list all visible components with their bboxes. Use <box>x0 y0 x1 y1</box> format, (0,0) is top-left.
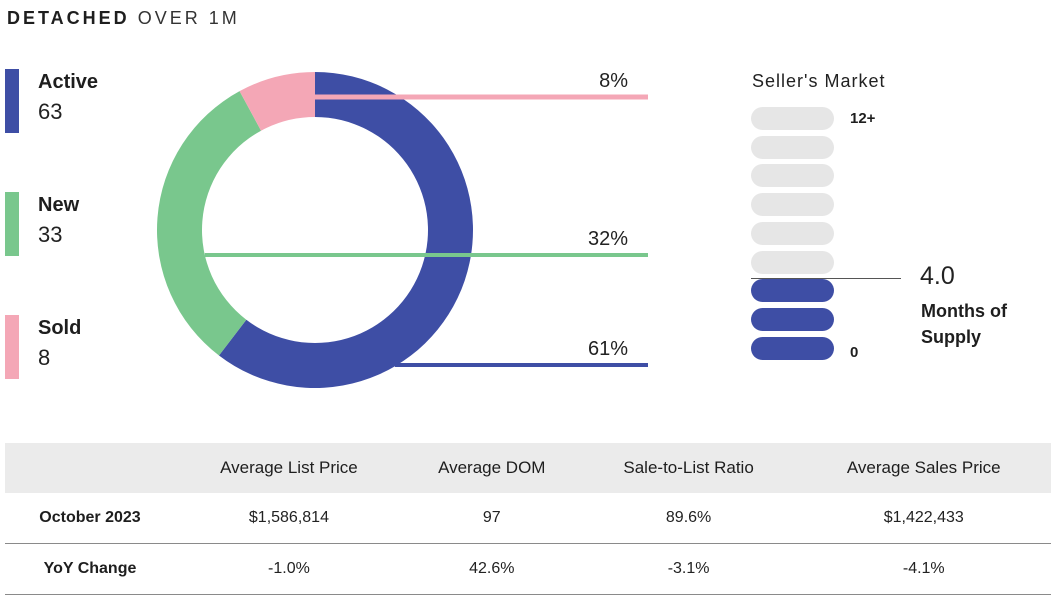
market-title: Seller's Market <box>752 71 886 91</box>
supply-caption: Months of Supply <box>921 298 1051 350</box>
table-header-dom: Average DOM <box>438 458 546 477</box>
supply-pill-filled <box>751 307 834 331</box>
table-header-row: Average List Price Average DOM Sale-to-L… <box>5 443 1051 493</box>
slice-label-active: 61% <box>588 338 628 360</box>
supply-pill-empty <box>751 250 834 274</box>
supply-caption-line1: Months of <box>921 301 1007 321</box>
table-cell: -3.1% <box>580 543 797 595</box>
row-label: YoY Change <box>5 543 175 595</box>
legend-value-active: 63 <box>38 99 63 124</box>
legend-swatch-active <box>5 69 19 133</box>
supply-pill-empty <box>751 221 834 245</box>
slice-label-sold: 8% <box>599 70 628 92</box>
table-header-blank <box>5 443 175 493</box>
title-rest: OVER 1M <box>137 8 240 28</box>
table-cell: 97 <box>402 493 581 544</box>
donut-slice-new <box>156 91 262 356</box>
table-cell: 89.6% <box>580 493 797 544</box>
table-cell: 42.6% <box>402 543 581 595</box>
supply-pill-empty <box>751 107 834 130</box>
stats-table: Average List Price Average DOM Sale-to-L… <box>5 443 1051 595</box>
donut-chart: 61% 32% 8% <box>156 70 648 388</box>
table-header-sales-price: Average Sales Price <box>846 458 1001 477</box>
row-label: October 2023 <box>5 493 175 544</box>
table-cell: -4.1% <box>796 543 1051 595</box>
slice-label-new: 32% <box>588 228 628 250</box>
section-title: DETACHED OVER 1M <box>7 8 240 29</box>
supply-value: 4.0 <box>920 262 955 290</box>
donut-slice-active <box>218 72 473 388</box>
table-row: October 2023 $1,586,814 97 89.6% $1,422,… <box>5 493 1051 544</box>
supply-pill-empty <box>751 164 834 188</box>
scale-bottom-label: 0 <box>850 344 859 361</box>
supply-pill-empty <box>751 135 834 159</box>
scale-top-label: 12+ <box>850 110 876 127</box>
table-cell: $1,422,433 <box>796 493 1051 544</box>
supply-pill-filled <box>751 336 834 360</box>
donut-slice-sold <box>239 72 315 131</box>
legend-swatch-new <box>5 192 19 256</box>
legend-swatch-sold <box>5 315 19 379</box>
supply-pill-empty <box>751 193 834 217</box>
legend-label-new: New <box>38 194 80 216</box>
table-cell: -1.0% <box>175 543 403 595</box>
title-bold: DETACHED <box>7 8 130 28</box>
legend-label-sold: Sold <box>38 317 82 339</box>
table-header-sale-to-list: Sale-to-List Ratio <box>623 458 754 477</box>
table-cell: $1,586,814 <box>175 493 403 544</box>
table-row: YoY Change -1.0% 42.6% -3.1% -4.1% <box>5 543 1051 595</box>
table-header-list-price: Average List Price <box>220 458 358 477</box>
legend-value-sold: 8 <box>38 345 51 370</box>
supply-caption-line2: Supply <box>921 327 982 347</box>
legend-value-new: 33 <box>38 222 63 247</box>
supply-pill-filled <box>751 279 834 303</box>
legend-label-active: Active <box>38 71 99 93</box>
supply-marker-line <box>751 278 901 279</box>
